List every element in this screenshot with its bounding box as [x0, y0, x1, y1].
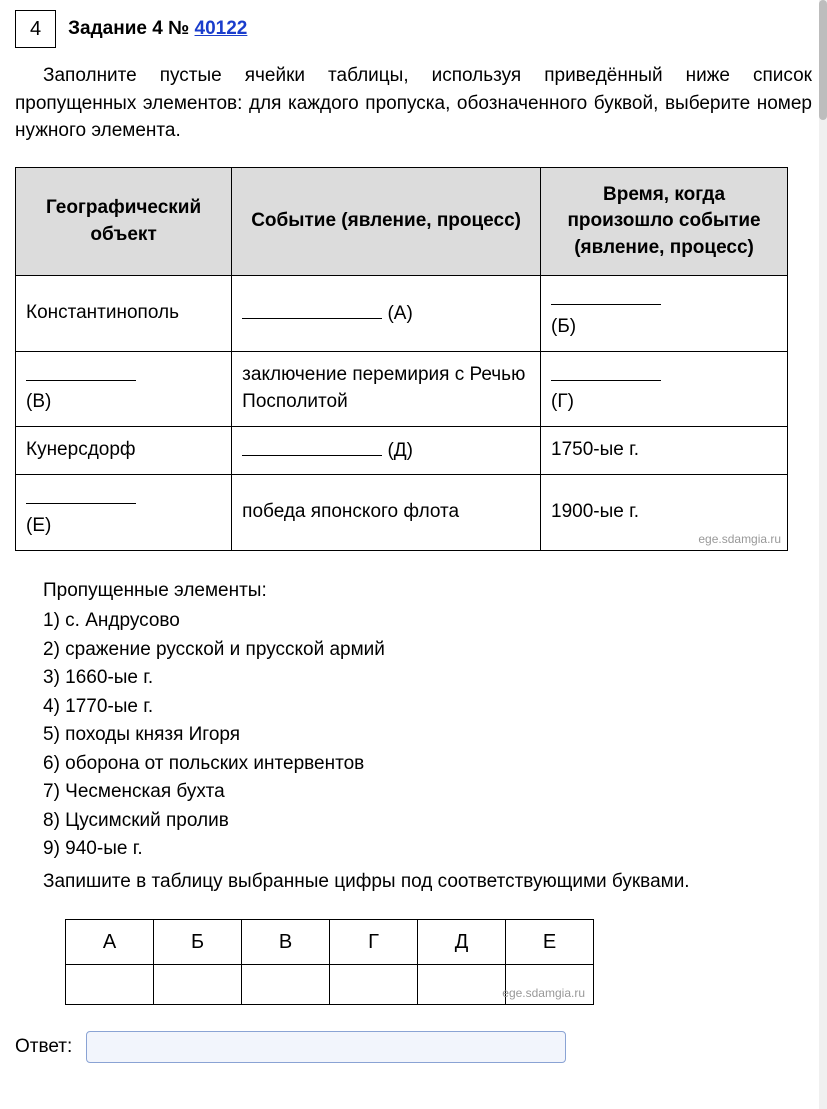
- answer-cell[interactable]: [154, 965, 242, 1005]
- table-row: (В) заключение перемирия с Речью Посполи…: [16, 351, 788, 426]
- elements-list: 1) с. Андрусово 2) сражение русской и пр…: [43, 607, 812, 864]
- watermark-text: ege.sdamgia.ru: [698, 531, 781, 548]
- answer-cell[interactable]: [66, 965, 154, 1005]
- cell-geo-3: Кунерсдорф: [16, 426, 232, 475]
- table-row: (Е) победа японского флота 1900-ые г. eg…: [16, 475, 788, 550]
- cell-letter: (Б): [551, 316, 576, 337]
- cell-geo-1: Константинополь: [16, 276, 232, 351]
- elements-section: Пропущенные элементы: 1) с. Андрусово 2)…: [43, 577, 812, 864]
- main-table-header-2: Событие (явление, процесс): [232, 167, 541, 276]
- cell-letter: (В): [26, 391, 51, 412]
- list-item: 3) 1660-ые г.: [43, 664, 812, 693]
- list-item: 9) 940-ые г.: [43, 835, 812, 864]
- answer-input[interactable]: [86, 1031, 566, 1063]
- list-item: 8) Цусимский пролив: [43, 807, 812, 836]
- task-link[interactable]: 40122: [195, 18, 248, 39]
- list-item: 6) оборона от польских интервентов: [43, 750, 812, 779]
- list-item: 4) 1770-ые г.: [43, 693, 812, 722]
- answer-label: Ответ:: [15, 1034, 72, 1061]
- cell-time-3: 1750-ые г.: [541, 426, 788, 475]
- list-item: 2) сражение русской и прусской армий: [43, 636, 812, 665]
- scrollbar[interactable]: [819, 0, 827, 1109]
- cell-geo-4: (Е): [16, 475, 232, 550]
- cell-event-2: заключение перемирия с Речью Посполитой: [232, 351, 541, 426]
- cell-letter: (Д): [387, 440, 413, 461]
- watermark-text: ege.sdamgia.ru: [502, 985, 585, 1002]
- list-item: 7) Чесменская бухта: [43, 778, 812, 807]
- answer-header: В: [242, 920, 330, 965]
- cell-event-3: (Д): [232, 426, 541, 475]
- main-table-header-3: Время, когда произошло событие (явление,…: [541, 167, 788, 276]
- answer-header: Г: [330, 920, 418, 965]
- answer-row: Ответ:: [15, 1031, 812, 1063]
- task-title: Задание 4 № 40122: [68, 16, 247, 43]
- list-item: 1) с. Андрусово: [43, 607, 812, 636]
- cell-event-4: победа японского флота: [232, 475, 541, 550]
- task-header: 4 Задание 4 № 40122: [15, 10, 812, 48]
- instruction-text: Заполните пустые ячейки таблицы, использ…: [15, 62, 812, 145]
- task-title-prefix: Задание 4 №: [68, 18, 194, 39]
- answer-cell[interactable]: ege.sdamgia.ru: [418, 965, 506, 1005]
- answer-cell[interactable]: [242, 965, 330, 1005]
- table-row: Кунерсдорф (Д) 1750-ые г.: [16, 426, 788, 475]
- cell-time-4-text: 1900-ые г.: [551, 501, 639, 522]
- cell-event-1: (А): [232, 276, 541, 351]
- cell-time-2: (Г): [541, 351, 788, 426]
- task-number-box: 4: [15, 10, 56, 48]
- answer-header: Б: [154, 920, 242, 965]
- main-table-header-1: Географический объект: [16, 167, 232, 276]
- answer-table: А Б В Г Д Е ege.sdamgia.ru: [65, 919, 594, 1005]
- list-item: 5) походы князя Игоря: [43, 721, 812, 750]
- scrollbar-thumb[interactable]: [819, 0, 827, 120]
- cell-geo-2: (В): [16, 351, 232, 426]
- cell-time-4: 1900-ые г. ege.sdamgia.ru: [541, 475, 788, 550]
- cell-letter: (А): [387, 303, 412, 324]
- elements-title: Пропущенные элементы:: [43, 577, 812, 606]
- answer-header: А: [66, 920, 154, 965]
- cell-time-1: (Б): [541, 276, 788, 351]
- answer-header: Д: [418, 920, 506, 965]
- table-row: Константинополь (А) (Б): [16, 276, 788, 351]
- main-table: Географический объект Событие (явление, …: [15, 167, 788, 551]
- answer-header: Е: [506, 920, 594, 965]
- cell-letter: (Г): [551, 391, 574, 412]
- answer-cell[interactable]: [330, 965, 418, 1005]
- cell-letter: (Е): [26, 515, 51, 536]
- footer-instruction: Запишите в таблицу выбранные цифры под с…: [15, 868, 812, 896]
